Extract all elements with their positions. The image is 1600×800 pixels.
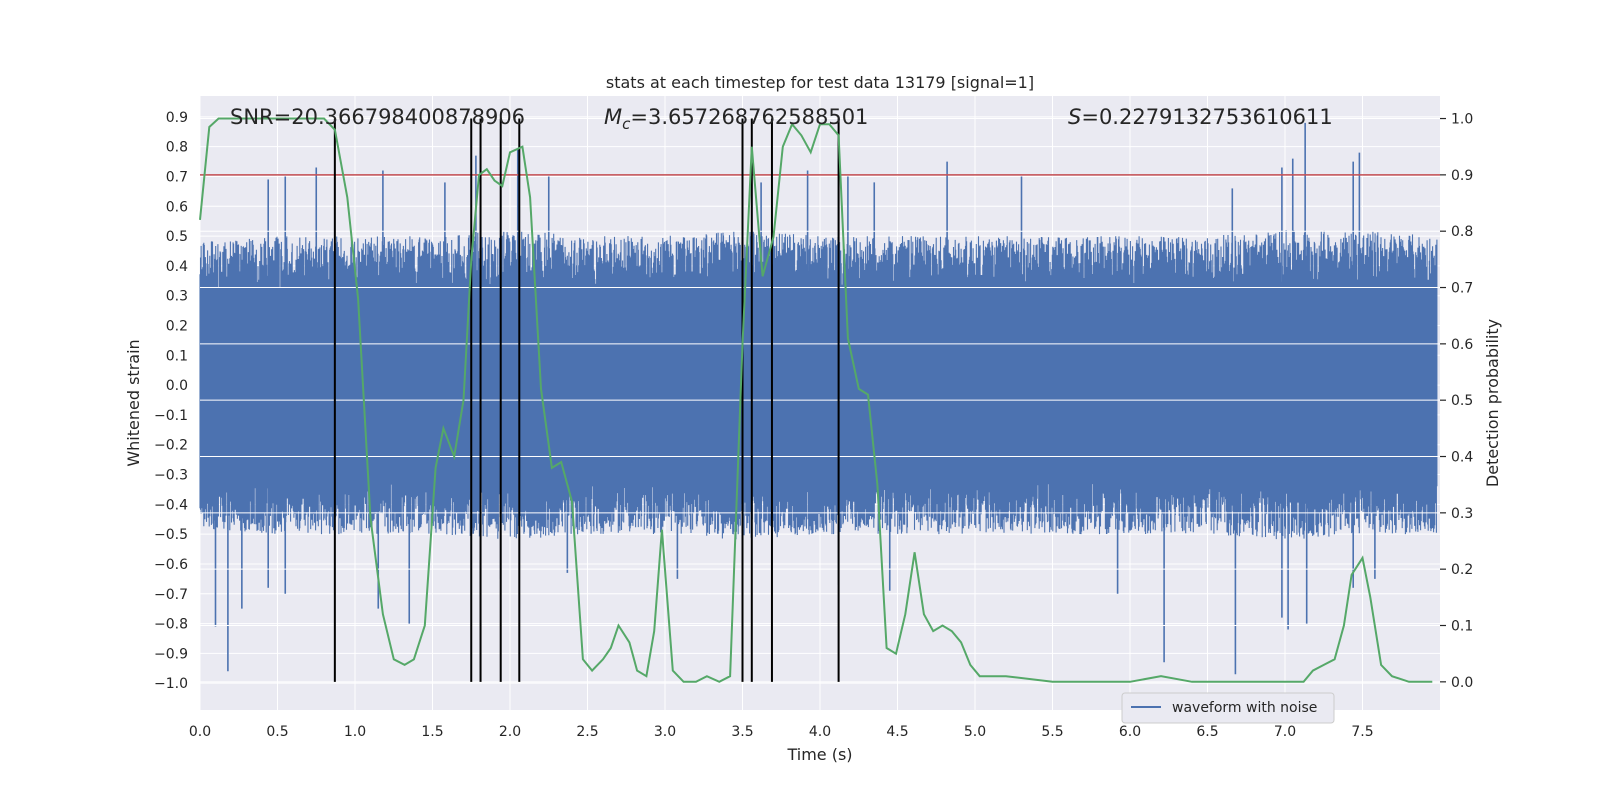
x-tick-label: 0.5 <box>266 724 288 740</box>
annotation-chirp-mass: Mc=3.657268762588501 <box>604 105 868 133</box>
legend-entry: waveform with noise <box>1172 700 1317 716</box>
y-tick-label-right: 0.5 <box>1451 393 1473 409</box>
legend-box <box>1121 692 1335 724</box>
x-tick-label: 2.5 <box>576 724 598 740</box>
y-tick-label-left: 0.2 <box>166 319 188 335</box>
y-tick-label-left: 0.0 <box>166 378 188 394</box>
y-tick-label-left: −0.9 <box>154 646 188 662</box>
y-tick-label-left: 0.3 <box>166 289 188 305</box>
y-tick-label-right: 0.8 <box>1451 224 1473 240</box>
y-tick-label-left: −0.2 <box>154 438 188 454</box>
chart-title: stats at each timestep for test data 131… <box>606 73 1034 92</box>
x-tick-label: 4.5 <box>886 724 908 740</box>
x-tick-label: 5.5 <box>1041 724 1063 740</box>
mc-subscript: c <box>622 115 631 133</box>
y-tick-label-left: −1.0 <box>154 676 188 692</box>
y-tick-label-left: −0.4 <box>154 497 188 513</box>
y-axis-label-left: Whitened strain <box>124 339 143 466</box>
s-symbol: S <box>1068 105 1081 129</box>
annotation-snr: SNR=20.366798400878906 <box>230 105 525 129</box>
annotation-s: S=0.2279132753610611 <box>1068 105 1333 129</box>
x-tick-label: 1.0 <box>344 724 366 740</box>
x-tick-label: 7.0 <box>1274 724 1296 740</box>
x-tick-label: 4.0 <box>809 724 831 740</box>
y-tick-label-left: −0.5 <box>154 527 188 543</box>
y-tick-label-right: 0.7 <box>1451 281 1473 297</box>
x-axis-label: Time (s) <box>786 745 852 764</box>
y-tick-label-right: 0.6 <box>1451 337 1473 353</box>
probability-series <box>199 117 1433 683</box>
y-tick-label-right: 0.0 <box>1451 675 1473 691</box>
waveform-core <box>200 304 1437 466</box>
x-tick-label: 7.5 <box>1351 724 1373 740</box>
y-tick-label-left: 0.4 <box>166 259 188 275</box>
waveform-series <box>199 118 1440 683</box>
mc-value: =3.657268762588501 <box>630 105 868 129</box>
y-tick-label-left: 0.7 <box>166 169 188 185</box>
y-tick-label-right: 0.4 <box>1451 450 1473 466</box>
x-tick-label: 0.0 <box>189 724 211 740</box>
legend: waveform with noise <box>1121 692 1335 724</box>
y-tick-label-left: −0.3 <box>154 468 188 484</box>
x-tick-label: 5.0 <box>964 724 986 740</box>
y-tick-label-left: 0.5 <box>166 229 188 245</box>
y-tick-label-left: 0.8 <box>166 140 188 156</box>
y-axis-label-right: Detection probability <box>1483 319 1502 487</box>
y-tick-label-left: 0.1 <box>166 348 188 364</box>
y-tick-label-right: 0.2 <box>1451 562 1473 578</box>
y-tick-label-left: −0.1 <box>154 408 188 424</box>
x-tick-label: 6.0 <box>1119 724 1141 740</box>
y-tick-label-right: 0.9 <box>1451 168 1473 184</box>
y-tick-label-left: 0.6 <box>166 199 188 215</box>
x-tick-label: 2.0 <box>499 724 521 740</box>
y-tick-label-left: −0.7 <box>154 587 188 603</box>
vertical-markers <box>333 118 840 682</box>
axis-ticks: 0.0 0.5 1.0 1.5 2.0 2.5 3.0 3.5 4.0 4.5 5.0 5.5 6.0 6… <box>154 110 1473 740</box>
x-tick-label: 6.5 <box>1196 724 1218 740</box>
probability-line <box>199 117 1433 683</box>
y-tick-label-left: −0.8 <box>154 617 188 633</box>
x-tick-label: 3.0 <box>654 724 676 740</box>
s-value: =0.2279132753610611 <box>1081 105 1332 129</box>
x-tick-label: 1.5 <box>421 724 443 740</box>
mc-symbol: M <box>604 105 622 129</box>
x-tick-label: 3.5 <box>731 724 753 740</box>
y-tick-label-right: 0.3 <box>1451 506 1473 522</box>
y-tick-label-right: 0.1 <box>1451 619 1473 635</box>
y-tick-label-right: 1.0 <box>1451 112 1473 128</box>
y-tick-label-left: −0.6 <box>154 557 188 573</box>
y-tick-label-left: 0.9 <box>166 110 188 126</box>
